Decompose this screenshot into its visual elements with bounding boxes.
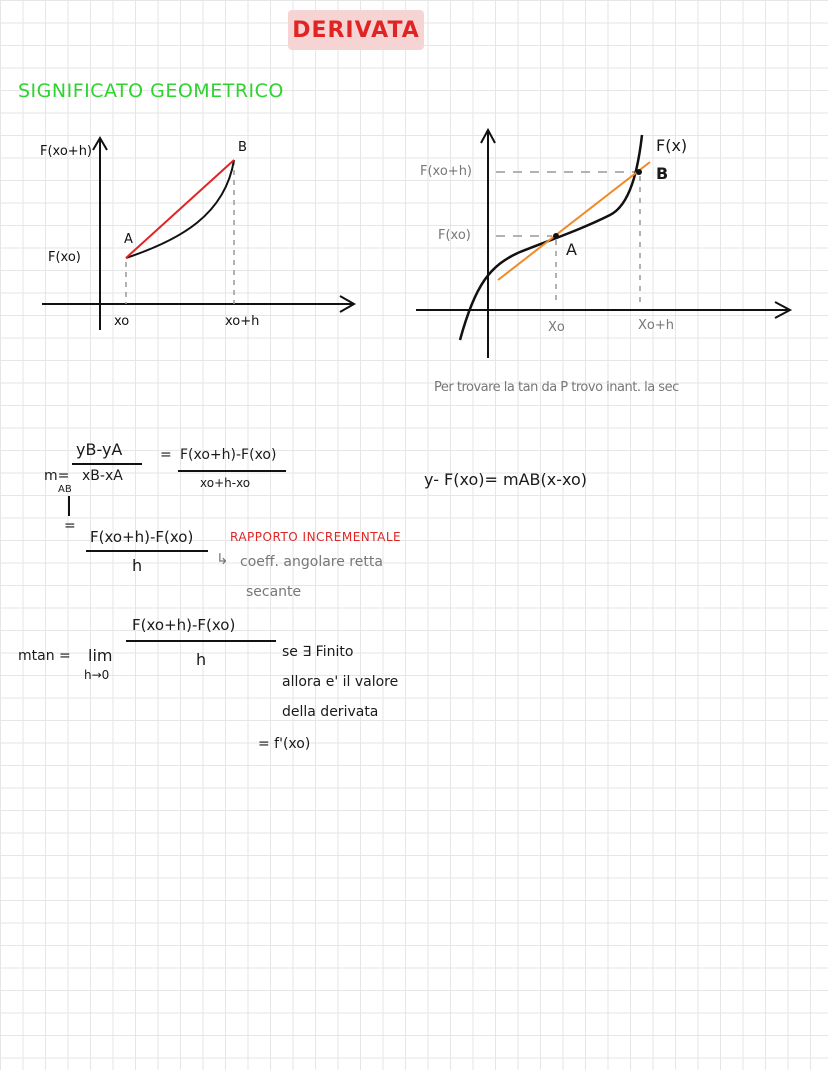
m-sub: AB [58, 484, 72, 495]
frac1-den: xB-xA [82, 468, 123, 484]
frac3-den: h [132, 556, 143, 575]
graph-1-curve [125, 159, 235, 259]
page-title: DERIVATA [292, 17, 420, 43]
title-highlight: DERIVATA [288, 10, 424, 50]
derivative-result: = f'(xo) [258, 736, 311, 752]
graph-1-label-x2: xo+h [225, 314, 260, 329]
ratio-note-line1: coeff. angolare retta [240, 554, 383, 570]
frac3-bar [86, 550, 208, 552]
graph-2-curve [458, 134, 644, 341]
ratio-label: RAPPORTO INCREMENTALE [230, 530, 402, 544]
condition-line2: allora e' il valore [282, 674, 399, 690]
graph-2-y-arrow [480, 127, 496, 144]
graph-1-y-arrow [92, 136, 108, 151]
frac1-bar [72, 463, 142, 465]
line-equation: y- F(xo)= mAB(x-xo) [424, 470, 587, 489]
graph-2-secant [497, 161, 651, 281]
ratio-note-line2: secante [246, 584, 302, 600]
graph-2-point-a [553, 233, 559, 239]
frac1-num: yB-yA [76, 440, 123, 459]
frac2-den: xo+h-xo [200, 476, 251, 490]
graph-1-x-arrow [339, 295, 357, 313]
lim-label: lim [88, 646, 113, 665]
eq1: = [160, 447, 172, 463]
graph-1-label-y-bottom: F(xo) [48, 250, 81, 265]
graph-2-x-arrow [774, 301, 793, 319]
eq-vertical: = [64, 518, 76, 534]
graph-2-label-x1: Xo [548, 320, 565, 335]
graph-2-label-a: A [566, 240, 577, 259]
frac4-bar [126, 640, 276, 642]
m-label: m= [44, 468, 70, 484]
arrow-icon: ↳ [216, 550, 229, 568]
lim-sub: h→0 [84, 668, 110, 682]
graph-2-label-y-bottom: F(xo) [438, 228, 471, 243]
mtan-label: mtan = [18, 648, 71, 664]
graph-2-label-x2: Xo+h [638, 318, 674, 333]
frac2-bar [178, 470, 286, 472]
vertical-eq-line [68, 496, 70, 516]
section-subtitle: SIGNIFICATO GEOMETRICO [18, 80, 284, 102]
frac3-num: F(xo+h)-F(xo) [90, 528, 194, 546]
graph-2-label-fx: F(x) [656, 136, 688, 155]
frac2-num: F(xo+h)-F(xo) [180, 447, 277, 463]
graph-1-secant [125, 159, 235, 259]
graph-2-label-b: B [656, 164, 669, 183]
graph-2-label-y-top: F(xo+h) [420, 164, 472, 179]
condition-line1: se ∃ Finito [282, 644, 354, 660]
frac4-num: F(xo+h)-F(xo) [132, 616, 236, 634]
condition-line3: della derivata [282, 704, 379, 720]
graph-1-label-y-top: F(xo+h) [40, 144, 92, 159]
graph-2-point-b [636, 169, 642, 175]
graph-1-label-b: B [238, 140, 247, 155]
frac4-den: h [196, 650, 207, 669]
graph-1-label-a: A [124, 232, 133, 247]
graph-2-note: Per trovare la tan da P trovo inant. la … [434, 380, 679, 395]
graph-1-label-x1: xo [114, 314, 130, 329]
